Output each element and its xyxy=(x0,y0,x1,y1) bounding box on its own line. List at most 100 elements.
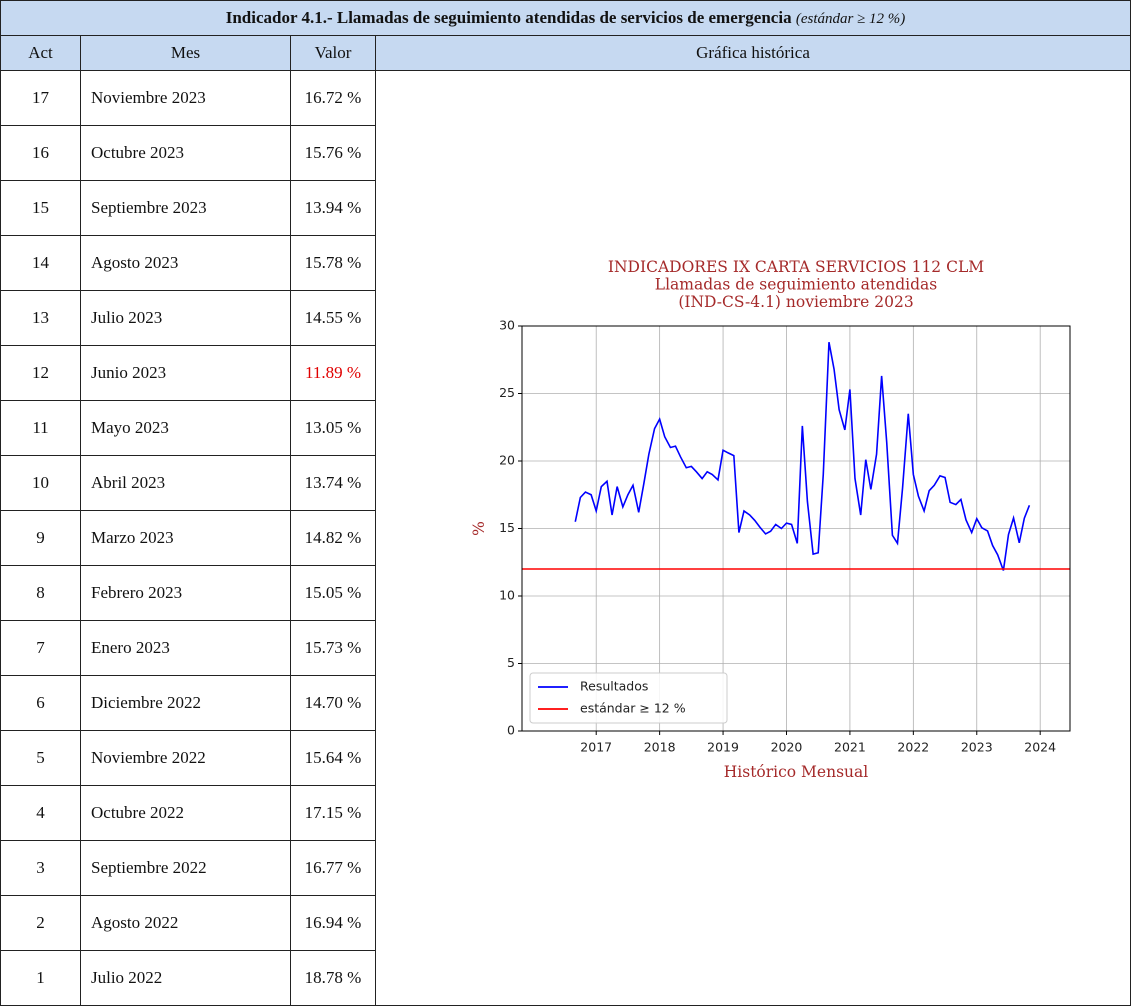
cell-act: 16 xyxy=(0,125,81,181)
y-tick-label: 25 xyxy=(499,385,515,400)
cell-act: 3 xyxy=(0,840,81,896)
column-header: Act xyxy=(0,35,81,71)
cell-act: 2 xyxy=(0,895,81,951)
table-row: 16 Octubre 2023 15.76 % xyxy=(0,125,1131,181)
cell-mes: Diciembre 2022 xyxy=(80,675,291,731)
cell-valor: 15.76 % xyxy=(290,125,376,181)
table-title: Indicador 4.1.- Llamadas de seguimiento … xyxy=(0,0,1131,36)
legend-box xyxy=(529,672,728,724)
column-header: Mes xyxy=(80,35,291,71)
legend: Resultados estándar ≥ 12 % xyxy=(529,672,728,724)
cell-mes: Septiembre 2022 xyxy=(80,840,291,896)
x-tick-label: 2017 xyxy=(580,740,612,755)
cell-valor: 15.05 % xyxy=(290,565,376,621)
cell-act: 14 xyxy=(0,235,81,291)
table-row: 9 Marzo 2023 14.82 % xyxy=(0,510,1131,566)
cell-act: 15 xyxy=(0,180,81,236)
cell-act: 8 xyxy=(0,565,81,621)
y-axis-label: % xyxy=(470,521,488,536)
cell-mes: Junio 2023 xyxy=(80,345,291,401)
cell-act: 6 xyxy=(0,675,81,731)
cell-valor: 14.70 % xyxy=(290,675,376,731)
cell-mes: Octubre 2022 xyxy=(80,785,291,841)
cell-valor: 14.82 % xyxy=(290,510,376,566)
cell-valor: 17.15 % xyxy=(290,785,376,841)
cell-valor: 16.94 % xyxy=(290,895,376,951)
cell-mes: Julio 2023 xyxy=(80,290,291,346)
cell-mes: Julio 2022 xyxy=(80,950,291,1006)
x-tick-label: 2020 xyxy=(771,740,803,755)
chart-title: (IND-CS-4.1) noviembre 2023 xyxy=(678,293,913,311)
cell-mes: Mayo 2023 xyxy=(80,400,291,456)
y-tick-label: 15 xyxy=(499,520,515,535)
table-row: 1 Julio 2022 18.78 % xyxy=(0,950,1131,1006)
plot-frame xyxy=(521,325,1071,732)
legend-label: estándar ≥ 12 % xyxy=(580,701,686,716)
y-tick-label: 10 xyxy=(499,588,515,603)
column-header: Gráfica histórica xyxy=(375,35,1131,71)
cell-act: 9 xyxy=(0,510,81,566)
cell-act: 10 xyxy=(0,455,81,511)
cell-act: 12 xyxy=(0,345,81,401)
cell-mes: Septiembre 2023 xyxy=(80,180,291,236)
table-row: 4 Octubre 2022 17.15 % xyxy=(0,785,1131,841)
table-row: 3 Septiembre 2022 16.77 % xyxy=(0,840,1131,896)
x-axis-label: Histórico Mensual xyxy=(724,763,869,781)
cell-valor: 13.94 % xyxy=(290,180,376,236)
table-row: 14 Agosto 2023 15.78 % xyxy=(0,235,1131,291)
cell-act: 17 xyxy=(0,70,81,126)
x-tick-label: 2023 xyxy=(961,740,993,755)
cell-mes: Octubre 2023 xyxy=(80,125,291,181)
cell-act: 4 xyxy=(0,785,81,841)
cell-mes: Noviembre 2023 xyxy=(80,70,291,126)
chart-cell xyxy=(375,70,1131,1006)
cell-mes: Marzo 2023 xyxy=(80,510,291,566)
cell-mes: Agosto 2023 xyxy=(80,235,291,291)
subtitle: (estándar ≥ 12 %) xyxy=(795,11,906,27)
cell-act: 11 xyxy=(0,400,81,456)
table-row: 7 Enero 2023 15.73 % xyxy=(0,620,1131,676)
column-header-row: Act Mes Valor Gráfica histórica xyxy=(0,35,1131,71)
cell-mes: Noviembre 2022 xyxy=(80,730,291,786)
cell-valor: 15.64 % xyxy=(290,730,376,786)
chart: INDICADORES IX CARTA SERVICIOS 112 CLMLl… xyxy=(470,258,1071,781)
cell-valor: 13.05 % xyxy=(290,400,376,456)
table-row: 8 Febrero 2023 15.05 % xyxy=(0,565,1131,621)
cell-mes: Agosto 2022 xyxy=(80,895,291,951)
x-tick-label: 2019 xyxy=(707,740,739,755)
x-tick-label: 2021 xyxy=(834,740,866,755)
cell-valor: 16.77 % xyxy=(290,840,376,896)
cell-valor: 15.73 % xyxy=(290,620,376,676)
y-tick-label: 5 xyxy=(507,655,515,670)
cell-act: 13 xyxy=(0,290,81,346)
cell-act: 1 xyxy=(0,950,81,1006)
chart-title: Llamadas de seguimiento atendidas xyxy=(655,276,937,294)
x-tick-label: 2022 xyxy=(897,740,929,755)
title: Indicador 4.1.- Llamadas de seguimiento … xyxy=(225,8,792,27)
column-header: Valor xyxy=(290,35,376,71)
cell-mes: Abril 2023 xyxy=(80,455,291,511)
cell-valor: 18.78 % xyxy=(290,950,376,1006)
table-row: 5 Noviembre 2022 15.64 % xyxy=(0,730,1131,786)
cell-valor: 13.74 % xyxy=(290,455,376,511)
table-row: 2 Agosto 2022 16.94 % xyxy=(0,895,1131,951)
chart-title: INDICADORES IX CARTA SERVICIOS 112 CLM xyxy=(608,258,984,276)
x-tick-label: 2024 xyxy=(1024,740,1056,755)
cell-act: 5 xyxy=(0,730,81,786)
cell-valor: 11.89 % xyxy=(290,345,376,401)
data-line xyxy=(574,342,1031,571)
table-row: 11 Mayo 2023 13.05 % xyxy=(0,400,1131,456)
y-tick-label: 20 xyxy=(499,453,515,468)
x-tick-label: 2018 xyxy=(644,740,676,755)
y-tick-label: 30 xyxy=(499,318,515,333)
table-row: 13 Julio 2023 14.55 % xyxy=(0,290,1131,346)
cell-valor: 15.78 % xyxy=(290,235,376,291)
legend-label: Resultados xyxy=(580,679,648,694)
cell-act: 7 xyxy=(0,620,81,676)
cell-mes: Febrero 2023 xyxy=(80,565,291,621)
table-row: 17 Noviembre 2023 16.72 % xyxy=(0,70,1131,1006)
table-row: 15 Septiembre 2023 13.94 % xyxy=(0,180,1131,236)
y-tick-label: 0 xyxy=(507,723,515,738)
